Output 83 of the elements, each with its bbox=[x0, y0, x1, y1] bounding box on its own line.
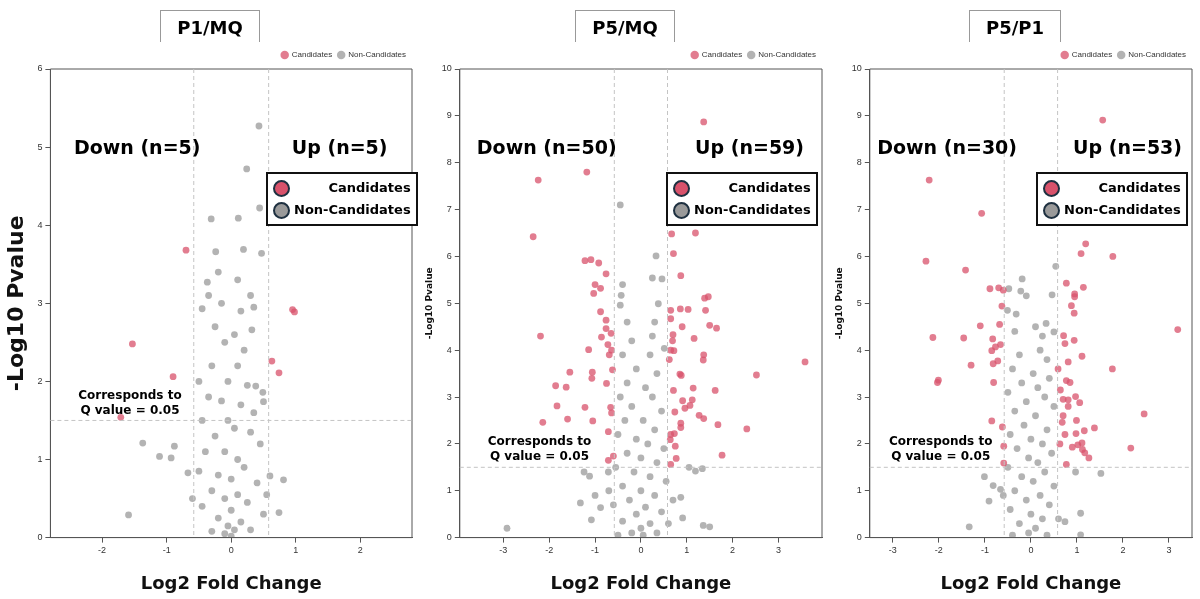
y-tick-label: 8 bbox=[446, 157, 452, 168]
x-tick-label: -1 bbox=[591, 545, 600, 556]
point bbox=[169, 373, 177, 381]
y-tick-label: 3 bbox=[37, 297, 43, 308]
text: Candidates bbox=[328, 180, 411, 196]
x-tick-label: -1 bbox=[162, 545, 171, 556]
y-tick-label: 6 bbox=[446, 250, 452, 261]
chart-title: P5/MQ bbox=[575, 10, 675, 42]
y-axis-title: -Log10 Pvalue bbox=[2, 215, 28, 392]
y-tick-label: 8 bbox=[856, 157, 862, 168]
y-tick-label: 5 bbox=[37, 141, 43, 152]
text: Candidates bbox=[728, 180, 811, 196]
y-tick-label: 3 bbox=[446, 391, 452, 402]
y-tick-label: 6 bbox=[37, 63, 43, 74]
text: Non-Candidates bbox=[1128, 50, 1186, 60]
point bbox=[182, 246, 190, 254]
y-tick-label: 4 bbox=[37, 219, 43, 230]
y-tick-label: 1 bbox=[37, 453, 43, 464]
x-tick-label: 1 bbox=[293, 545, 299, 556]
text: Non-Candidates bbox=[758, 50, 816, 60]
x-tick-label: 0 bbox=[638, 545, 644, 556]
point bbox=[268, 357, 276, 365]
x-tick-label: -3 bbox=[499, 545, 508, 556]
x-tick-label: 1 bbox=[684, 545, 690, 556]
y-tick-label: 2 bbox=[856, 438, 862, 449]
y-tick-label: 5 bbox=[446, 297, 452, 308]
text: Candidates bbox=[1098, 180, 1181, 196]
x-tick-label: 1 bbox=[1074, 545, 1080, 556]
x-tick-label: -2 bbox=[934, 545, 943, 556]
annotation: Down (n=30) bbox=[877, 135, 1018, 158]
point bbox=[275, 369, 283, 377]
annotation: Up (n=5) bbox=[291, 135, 388, 158]
y-tick-label: 2 bbox=[446, 438, 452, 449]
chart-title: P5/P1 bbox=[968, 10, 1061, 42]
x-tick-label: -2 bbox=[545, 545, 554, 556]
y-tick-label: 10 bbox=[851, 63, 862, 74]
y-tick-label: 2 bbox=[37, 375, 43, 386]
annotation: Up (n=59) bbox=[695, 135, 805, 158]
y-tick-label: 1 bbox=[856, 485, 862, 496]
y-tick-label: 9 bbox=[856, 110, 862, 121]
x-tick-label: 3 bbox=[775, 545, 781, 556]
annotation: Down (n=50) bbox=[476, 135, 617, 158]
text: Non-Candidates bbox=[348, 50, 406, 60]
y-tick-label: 5 bbox=[856, 297, 862, 308]
x-tick-label: 2 bbox=[730, 545, 736, 556]
y-tick-label: 0 bbox=[446, 532, 452, 543]
y-tick-label: 0 bbox=[856, 532, 862, 543]
x-tick-label: 3 bbox=[1166, 545, 1172, 556]
point bbox=[129, 340, 136, 348]
y-axis-title: -Log10 Pvalue bbox=[423, 267, 434, 340]
x-tick-label: 0 bbox=[228, 545, 234, 556]
x-tick-label: 2 bbox=[1120, 545, 1126, 556]
y-axis-title: -Log10 Pvalue bbox=[833, 267, 844, 340]
y-tick-label: 7 bbox=[856, 204, 862, 215]
legend-label: Candidates bbox=[291, 50, 333, 60]
y-tick-label: 10 bbox=[441, 63, 452, 74]
x-axis-title: Log2 Fold Change bbox=[550, 571, 732, 593]
y-tick-label: 6 bbox=[856, 250, 862, 261]
annotation: Corresponds to Q value = 0.05 bbox=[487, 434, 592, 464]
x-tick-label: -3 bbox=[888, 545, 897, 556]
legend-label: Non-Candidates bbox=[294, 201, 411, 220]
y-tick-label: 7 bbox=[446, 204, 452, 215]
annotation: Corresponds to Q value = 0.05 bbox=[888, 434, 993, 464]
y-tick-label: 9 bbox=[446, 110, 452, 121]
legend-label: Candidates bbox=[1071, 50, 1113, 60]
chart-title: P1/MQ bbox=[160, 10, 260, 42]
x-tick-label: -2 bbox=[98, 545, 107, 556]
annotation: Corresponds to Q value = 0.05 bbox=[78, 387, 182, 417]
y-tick-label: 4 bbox=[856, 344, 862, 355]
annotation: Down (n=5) bbox=[73, 135, 201, 158]
legend-label: Candidates bbox=[701, 50, 743, 60]
y-tick-label: 4 bbox=[446, 344, 452, 355]
y-tick-label: 3 bbox=[856, 391, 862, 402]
x-tick-label: -1 bbox=[980, 545, 989, 556]
x-tick-label: 2 bbox=[357, 545, 363, 556]
y-tick-label: 0 bbox=[37, 532, 43, 543]
legend-label: Non-Candidates bbox=[694, 201, 811, 220]
legend-label: Non-Candidates bbox=[1064, 201, 1181, 220]
x-tick-label: 0 bbox=[1028, 545, 1034, 556]
x-axis-title: Log2 Fold Change bbox=[140, 571, 322, 593]
annotation: Up (n=53) bbox=[1073, 135, 1183, 158]
x-axis-title: Log2 Fold Change bbox=[940, 571, 1122, 593]
y-tick-label: 1 bbox=[446, 485, 452, 496]
